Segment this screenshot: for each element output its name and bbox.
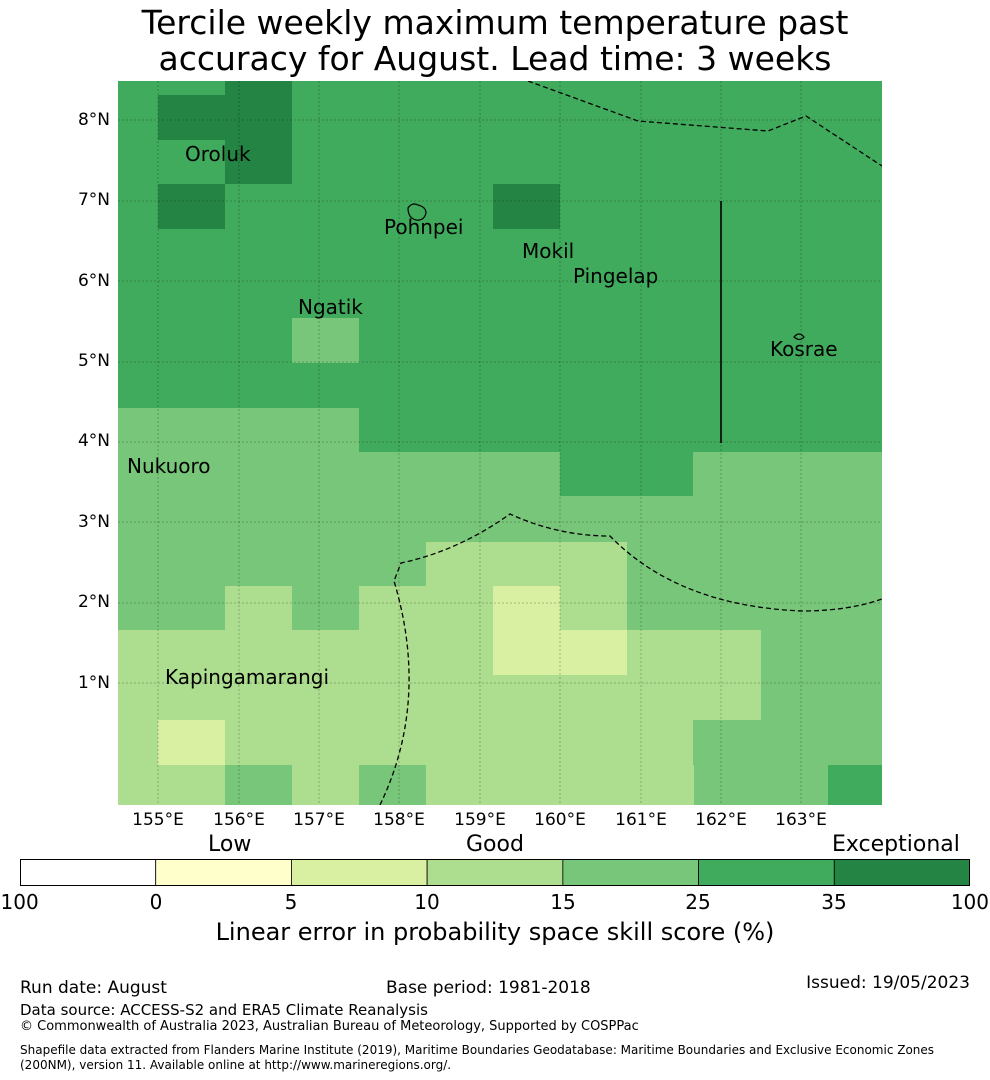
copyright: © Commonwealth of Australia 2023, Austra… — [20, 1019, 639, 1034]
colorbar-tick: 0 — [149, 890, 163, 914]
colorbar-title: Linear error in probability space skill … — [215, 918, 775, 946]
colorbar-cell — [833, 858, 971, 887]
colorbar-tick: 25 — [685, 890, 711, 914]
lon-label: 155°E — [132, 810, 184, 830]
lon-label: 163°E — [775, 810, 827, 830]
category-good: Good — [466, 832, 524, 857]
colorbar-tick: 35 — [821, 890, 847, 914]
category-low: Low — [208, 832, 252, 857]
lat-label: 5°N — [77, 351, 110, 371]
colorbar-svg — [19, 858, 971, 887]
colorbar-tick: 100 — [950, 890, 989, 914]
grid-cell — [225, 586, 292, 630]
label-pohnpei: Pohnpei — [384, 215, 464, 239]
lon-label: 161°E — [615, 810, 667, 830]
grid-cell — [158, 184, 225, 229]
grid-cell — [118, 496, 882, 542]
islands — [407, 203, 805, 341]
colorbar-cell — [698, 858, 835, 887]
grid-cell — [493, 184, 560, 229]
colorbar-tick: -100 — [0, 890, 39, 914]
title-line-1: Tercile weekly maximum temperature past — [141, 3, 849, 42]
shapefile-credit-line-2: (200NM), version 11. Available online at… — [20, 1058, 452, 1072]
grid-cell — [493, 586, 560, 675]
label-mokil: Mokil — [522, 239, 575, 263]
colorbar-cell — [426, 858, 564, 887]
grid-cell — [118, 408, 359, 452]
colorbar-tick: 5 — [284, 890, 298, 914]
colorbar — [19, 858, 971, 887]
colorbar-cell — [562, 858, 699, 887]
eez-boundaries — [379, 81, 882, 805]
shapefile-credit-line-1: Shapefile data extracted from Flanders M… — [20, 1043, 935, 1057]
shapefile-credit: Shapefile data extracted from Flanders M… — [20, 1043, 980, 1073]
grid-cell — [693, 452, 882, 496]
run-date: Run date: August — [20, 978, 167, 998]
lat-label: 3°N — [77, 512, 110, 532]
pohnpei-island — [407, 203, 427, 221]
lat-label: 6°N — [77, 271, 110, 291]
colorbar-cells — [19, 858, 971, 887]
lat-label: 8°N — [77, 110, 110, 130]
grid-cell — [118, 675, 761, 720]
lon-label: 162°E — [695, 810, 747, 830]
lat-label: 1°N — [77, 673, 110, 693]
grid-cell — [118, 765, 225, 805]
label-kapingamarangi: Kapingamarangi — [165, 665, 330, 689]
colorbar-border — [20, 859, 970, 886]
lon-label: 159°E — [454, 810, 506, 830]
label-kosrae: Kosrae — [770, 337, 838, 361]
lat-label: 4°N — [77, 431, 110, 451]
colorbar-tick: 10 — [414, 890, 440, 914]
grid-cell — [426, 765, 694, 805]
grid-cell — [426, 542, 627, 586]
colorbar-tick: 15 — [550, 890, 576, 914]
lat-label: 7°N — [77, 190, 110, 210]
grid-cell — [292, 318, 359, 363]
colorbar-cell — [19, 858, 157, 887]
grid-cell — [118, 452, 560, 496]
eez-boundary-south — [379, 513, 882, 805]
issued-date: Issued: 19/05/2023 — [806, 973, 970, 993]
lon-label: 157°E — [293, 810, 345, 830]
map-title: Tercile weekly maximum temperature past … — [0, 5, 990, 77]
data-source: Data source: ACCESS-S2 and ERA5 Climate … — [20, 1001, 428, 1019]
colorbar-cell — [155, 858, 292, 887]
lon-label: 156°E — [213, 810, 265, 830]
label-nukuoro: Nukuoro — [127, 454, 211, 478]
base-period: Base period: 1981-2018 — [386, 978, 591, 998]
grid-cell — [118, 630, 761, 675]
label-ngatik: Ngatik — [298, 295, 363, 319]
label-oroluk: Oroluk — [185, 142, 251, 166]
title-line-2: accuracy for August. Lead time: 3 weeks — [158, 39, 832, 78]
lon-label: 158°E — [373, 810, 425, 830]
grid-cell — [225, 81, 292, 184]
grid-cell — [560, 630, 627, 675]
skill-grid — [118, 81, 882, 805]
category-exceptional: Exceptional — [832, 832, 960, 857]
kosrae-island — [793, 333, 805, 341]
map-svg — [118, 81, 882, 805]
grid-cell — [828, 765, 882, 805]
skill-map — [118, 81, 882, 805]
label-pingelap: Pingelap — [573, 264, 659, 288]
grid-cell — [292, 765, 359, 805]
colorbar-cell — [291, 858, 428, 887]
lat-label: 2°N — [77, 592, 110, 612]
grid-cell — [158, 720, 225, 765]
lon-label: 160°E — [534, 810, 586, 830]
